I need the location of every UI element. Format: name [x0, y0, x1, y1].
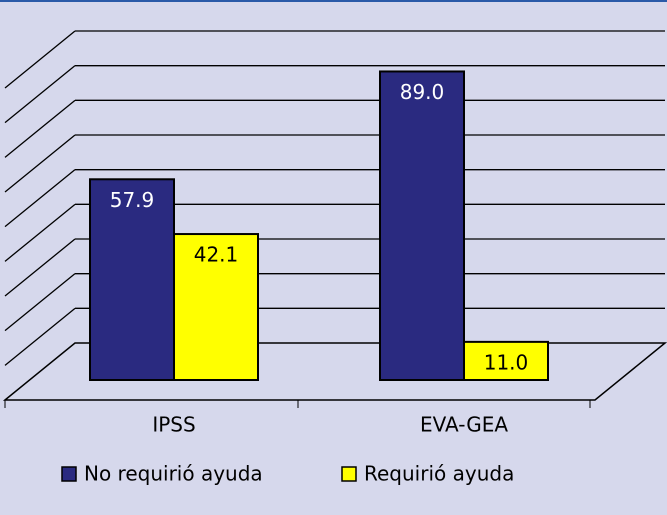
bar [173, 233, 259, 381]
grid-line [4, 169, 76, 228]
data-label: 11.0 [484, 350, 529, 374]
legend-swatch [61, 466, 77, 482]
grid-line [4, 238, 76, 297]
grid-line [4, 307, 76, 366]
grid-line [4, 134, 76, 193]
grid-line [4, 99, 76, 158]
grid-line [4, 273, 76, 332]
data-label: 42.1 [194, 243, 239, 267]
legend-swatch [341, 466, 357, 482]
bar [379, 70, 465, 381]
grid-line [4, 30, 76, 89]
grid-line [4, 203, 76, 262]
data-label: 57.9 [110, 188, 155, 212]
legend-label: Requirió ayuda [364, 462, 514, 486]
bar [89, 178, 175, 381]
legend-label: No requirió ayuda [84, 462, 263, 486]
x-tick-label: EVA-GEA [420, 413, 508, 437]
x-tick-label: IPSS [152, 413, 195, 437]
bar [463, 340, 549, 382]
grid-line [4, 65, 76, 124]
data-label: 89.0 [400, 80, 445, 104]
